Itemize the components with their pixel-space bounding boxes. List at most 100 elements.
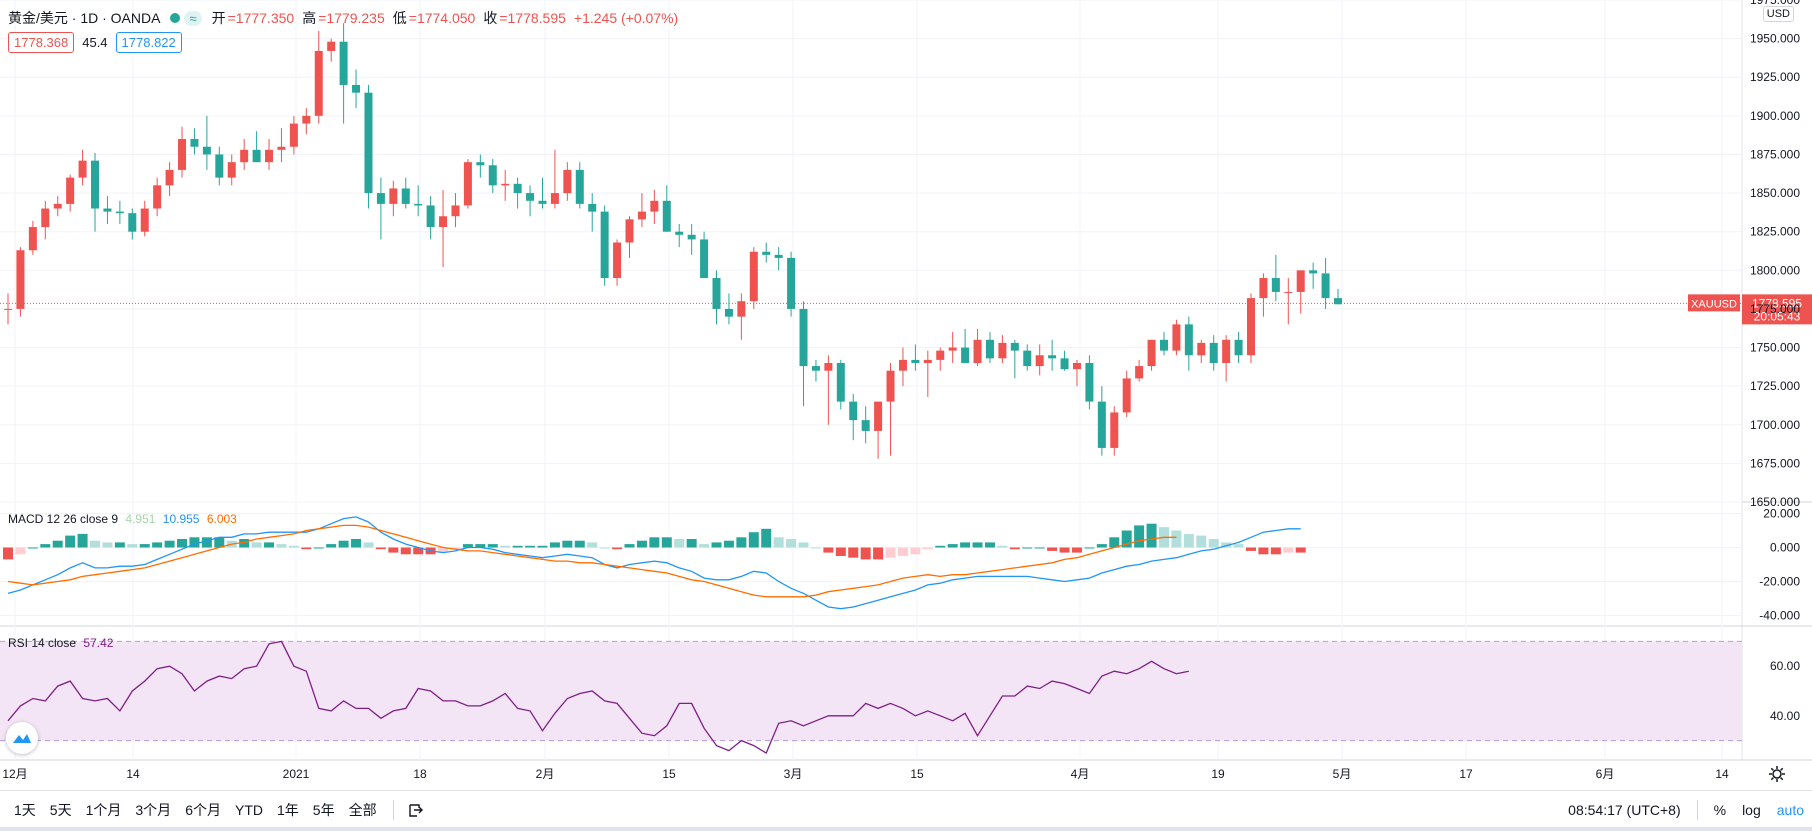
macd-histogram-bar — [786, 539, 797, 548]
time-tick-label: 6月 — [1596, 767, 1615, 781]
macd-histogram-bar — [102, 542, 113, 548]
settings-gear-icon[interactable] — [1768, 765, 1786, 783]
candle-body — [140, 208, 149, 232]
candle-body — [289, 123, 298, 147]
low-value: =1774.050 — [408, 10, 476, 26]
close-value: =1778.595 — [499, 10, 566, 26]
clock-time[interactable]: 08:54:17 (UTC+8) — [1568, 801, 1681, 818]
symbol-title[interactable]: 黄金/美元 · 1D · OANDA — [8, 10, 161, 26]
macd-histogram-bar — [525, 545, 536, 548]
candle-body — [911, 359, 920, 363]
range-1y-button[interactable]: 1年 — [276, 801, 299, 818]
range-1d-button[interactable]: 1天 — [14, 801, 36, 818]
candle-body — [712, 278, 721, 309]
time-tick-label: 2月 — [536, 767, 555, 781]
currency-button[interactable]: USD — [1762, 6, 1794, 22]
candle-body — [128, 213, 137, 232]
rsi-tick-label: 60.00 — [1770, 659, 1800, 673]
candle-body — [687, 234, 696, 240]
macd-histogram-bar — [1047, 547, 1058, 551]
candle-body — [1010, 342, 1019, 351]
macd-histogram-bar — [313, 547, 324, 549]
candle-body — [1247, 298, 1255, 356]
candle-body — [787, 257, 796, 309]
macd-histogram-bar — [1183, 533, 1194, 548]
candle-body — [4, 308, 12, 310]
macd-histogram-bar — [164, 540, 175, 548]
candle-body — [78, 160, 87, 178]
time-tick-label: 12月 — [2, 767, 27, 781]
candle-body — [998, 342, 1007, 359]
candle-body — [749, 251, 758, 302]
macd-histogram-bar — [612, 547, 623, 550]
range-3m-button[interactable]: 3个月 — [135, 801, 172, 818]
candle-body — [414, 203, 423, 206]
candle-body — [1085, 362, 1094, 402]
percent-scale-button[interactable]: % — [1713, 801, 1727, 818]
time-tick-label: 15 — [910, 767, 924, 781]
chart-legend: 黄金/美元 · 1D · OANDA ≈ 开 =1777.350 高 =1779.2… — [8, 8, 678, 28]
buy-price-button[interactable]: 1778.822 — [115, 32, 182, 53]
macd-histogram-bar — [699, 544, 710, 548]
candle-body — [1234, 339, 1243, 356]
macd-histogram-bar — [1221, 542, 1232, 548]
macd-histogram-bar — [1146, 523, 1157, 548]
candle-body — [215, 154, 224, 178]
macd-histogram-bar — [972, 542, 983, 548]
macd-histogram-bar — [1134, 525, 1145, 548]
macd-histogram-bar — [997, 545, 1008, 548]
macd-histogram-bar — [1096, 544, 1107, 548]
date-range-icon[interactable] — [408, 802, 424, 818]
auto-scale-button[interactable]: auto — [1776, 801, 1804, 818]
time-tick-label: 5月 — [1333, 767, 1352, 781]
range-ytd-button[interactable]: YTD — [234, 801, 263, 818]
candle-body — [1259, 278, 1268, 299]
macd-legend[interactable]: MACD 12 26 close 9 4.951 10.955 6.003 — [8, 512, 241, 526]
rsi-legend[interactable]: RSI 14 close 57.42 — [8, 636, 117, 650]
candle-body — [849, 401, 858, 421]
candle-body — [563, 169, 572, 194]
macd-histogram-bar — [1208, 539, 1219, 548]
range-all-button[interactable]: 全部 — [348, 801, 377, 818]
macd-histogram-bar — [251, 542, 262, 548]
macd-histogram-bar — [189, 537, 200, 548]
range-6m-button[interactable]: 6个月 — [185, 801, 221, 818]
ticker-tag — [1688, 294, 1740, 312]
candle-body — [923, 359, 932, 363]
approx-badge[interactable]: ≈ — [184, 10, 202, 26]
macd-histogram-bar — [1009, 547, 1020, 550]
macd-histogram-bar — [1071, 547, 1082, 553]
macd-histogram-bar — [711, 542, 722, 548]
price-tick-label: 1875.000 — [1750, 147, 1800, 161]
candle-body — [376, 193, 385, 204]
candle-body — [227, 162, 236, 178]
macd-histogram-bar — [1295, 547, 1306, 553]
horizontal-scrollbar[interactable] — [0, 827, 1812, 831]
candle-body — [476, 162, 485, 166]
candle-body — [439, 216, 448, 228]
macd-histogram-bar — [960, 542, 971, 548]
price-tick-label: 1975.000 — [1750, 0, 1800, 7]
quote-boxes: 1778.368 45.4 1778.822 — [8, 32, 182, 53]
range-1m-button[interactable]: 1个月 — [85, 801, 122, 818]
tradingview-logo[interactable] — [6, 722, 38, 754]
bottom-toolbar: 1天 5天 1个月 3个月 6个月 YTD 1年 5年 全部 08:54:17 … — [0, 790, 1812, 828]
macd-histogram-bar — [77, 533, 88, 548]
macd-histogram-bar — [1084, 547, 1095, 549]
range-5d-button[interactable]: 5天 — [49, 801, 72, 818]
candle-body — [265, 149, 274, 163]
log-scale-button[interactable]: log — [1742, 801, 1761, 818]
macd-histogram-bar — [388, 547, 399, 553]
macd-histogram-bar — [574, 540, 585, 548]
range-5y-button[interactable]: 5年 — [312, 801, 335, 818]
candle-body — [314, 50, 323, 116]
candle-body — [637, 211, 646, 220]
candle-body — [1184, 324, 1193, 356]
macd-histogram-bar — [686, 539, 697, 548]
macd-histogram-bar — [139, 544, 150, 548]
macd-histogram-bar — [798, 542, 809, 548]
candle-body — [1334, 298, 1343, 305]
sell-price-button[interactable]: 1778.368 — [8, 32, 75, 53]
candle-body — [662, 200, 671, 232]
